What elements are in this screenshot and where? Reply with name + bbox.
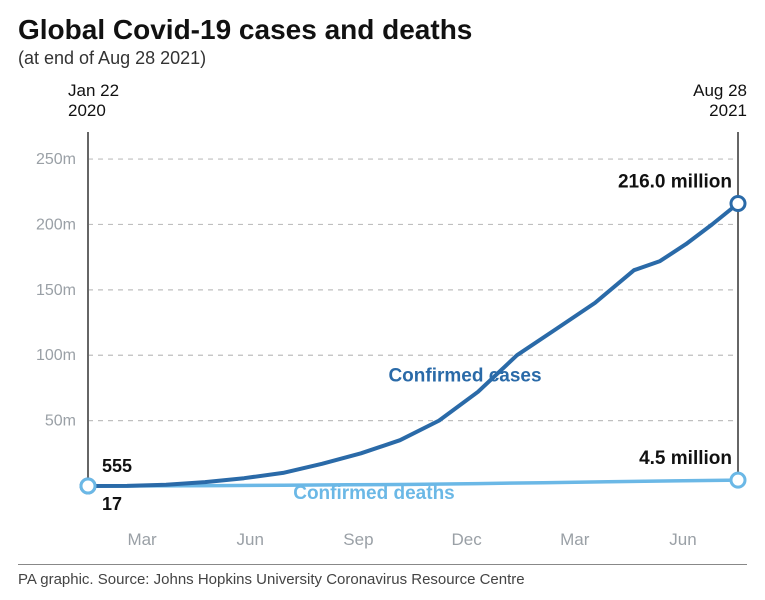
series-start-value-deaths: 17	[102, 494, 122, 514]
chart-svg: 50m 100m 150m 200m 250m Confirmed cases 216.0 …	[18, 126, 748, 526]
series-line	[88, 204, 738, 487]
x-tick-label: Sep	[304, 530, 412, 550]
y-tick-label: 100m	[36, 347, 76, 364]
series-start-marker	[81, 479, 95, 493]
chart-title: Global Covid-19 cases and deaths	[18, 14, 747, 46]
date-end-line1: Aug 28	[693, 81, 747, 100]
chart-subtitle: (at end of Aug 28 2021)	[18, 48, 747, 69]
series-start-value-cases: 555	[102, 456, 132, 476]
y-tick-label: 50m	[45, 413, 76, 430]
date-start-line1: Jan 22	[68, 81, 119, 100]
series-label: Confirmed deaths	[293, 483, 455, 504]
series-end-marker	[731, 473, 745, 487]
x-tick-label: Jun	[196, 530, 304, 550]
x-tick-label: Mar	[521, 530, 629, 550]
x-tick-label: Jun	[629, 530, 737, 550]
chart-wrap: Jan 22 2020 Aug 28 2021 50m 100m 150m 200m 2…	[18, 81, 747, 550]
y-tick-label: 250m	[36, 151, 76, 168]
series-label: Confirmed cases	[388, 365, 541, 386]
date-start-label: Jan 22 2020	[68, 81, 119, 120]
date-end-line2: 2021	[709, 101, 747, 120]
plot-area: 50m 100m 150m 200m 250m Confirmed cases 216.0 …	[18, 126, 747, 526]
y-tick-label: 200m	[36, 217, 76, 234]
date-end-label: Aug 28 2021	[693, 81, 747, 120]
y-tick-label: 150m	[36, 282, 76, 299]
date-start-line2: 2020	[68, 101, 106, 120]
series-end-marker	[731, 197, 745, 211]
chart-container: Global Covid-19 cases and deaths (at end…	[0, 0, 765, 600]
x-axis-ticks: MarJunSepDecMarJun	[18, 530, 747, 550]
series-end-value-label: 216.0 million	[618, 172, 732, 193]
series-end-value-label: 4.5 million	[639, 448, 732, 469]
footer-source: PA graphic. Source: Johns Hopkins Univer…	[18, 565, 747, 588]
x-tick-label: Dec	[413, 530, 521, 550]
x-tick-label: Mar	[88, 530, 196, 550]
date-range-labels: Jan 22 2020 Aug 28 2021	[18, 81, 747, 120]
